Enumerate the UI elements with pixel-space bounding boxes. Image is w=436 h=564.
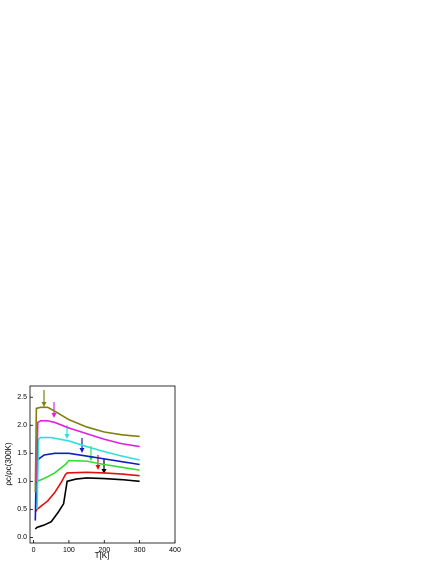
x-tick-label: 0 <box>32 547 36 554</box>
arrow-head <box>79 448 85 453</box>
data-line <box>35 419 140 482</box>
x-tick-label: 400 <box>169 547 181 554</box>
data-line <box>34 406 140 493</box>
y-tick-label: 0.5 <box>17 506 27 513</box>
x-tick-label: 200 <box>98 547 110 554</box>
data-line <box>34 459 140 485</box>
y-axis-label: ρc/ρc(300K) <box>4 442 13 486</box>
arrow-head <box>95 465 101 470</box>
arrow-head <box>51 413 57 418</box>
y-tick-label: 1.0 <box>17 478 27 485</box>
plot-frame <box>29 385 176 544</box>
arrow-head <box>101 469 107 474</box>
arrow-head <box>41 402 47 407</box>
data-line <box>34 477 140 530</box>
x-axis-label: T[K] <box>95 551 110 560</box>
x-tick-label: 100 <box>63 547 75 554</box>
data-line <box>36 436 140 510</box>
y-tick-label: 0.0 <box>17 534 27 541</box>
y-tick-label: 2.5 <box>17 394 27 401</box>
data-line <box>34 471 140 513</box>
data-line <box>34 452 140 521</box>
y-tick-label: 1.5 <box>17 450 27 457</box>
y-tick-label: 2.0 <box>17 422 27 429</box>
x-tick-label: 300 <box>134 547 146 554</box>
arrow-head <box>64 434 70 439</box>
